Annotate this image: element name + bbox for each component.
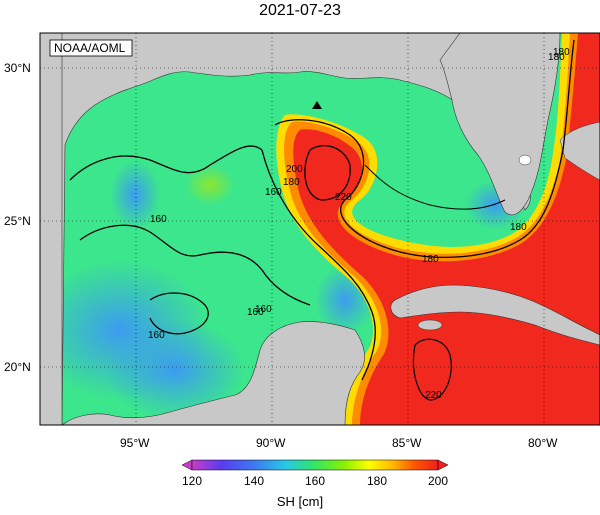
colorbar-high-arrow xyxy=(437,459,449,471)
lat-label: 20°N xyxy=(4,360,31,374)
contour-labels: 180 160 180 160 200 220 180 180 160 160 … xyxy=(148,47,570,401)
map-frame xyxy=(39,32,600,426)
contour-label: 160 xyxy=(265,187,282,198)
contour-label: 220 xyxy=(335,192,352,203)
contour-line xyxy=(274,39,575,258)
credit-box xyxy=(49,39,133,57)
contour-label: 160 xyxy=(150,214,167,225)
lon-label: 95°W xyxy=(120,436,150,450)
contour-label: 180 xyxy=(283,177,300,188)
colorbar-unit-label: SH [cm] xyxy=(276,494,324,509)
colorbar-tick: 140 xyxy=(244,474,264,488)
contour-line xyxy=(261,149,376,381)
contour-line xyxy=(149,292,209,335)
colorbar-tick: 180 xyxy=(367,474,387,488)
contour-line xyxy=(69,145,263,181)
contour-label: 160 xyxy=(247,307,264,318)
contour-label: 220 xyxy=(425,390,442,401)
lon-label: 85°W xyxy=(392,436,422,450)
lat-label: 30°N xyxy=(4,61,31,75)
contour-label: 160 xyxy=(148,330,165,341)
lake-okeechobee xyxy=(518,154,532,166)
colorbar-tick: 200 xyxy=(428,474,448,488)
contour-line xyxy=(364,164,506,210)
florida xyxy=(439,33,561,216)
lon-label: 80°W xyxy=(528,436,558,450)
cool-southwest xyxy=(105,320,245,420)
contour-label: 180 xyxy=(422,254,439,265)
credit-label: NOAA/AOML xyxy=(54,41,126,55)
contour-label: 180 xyxy=(510,222,527,233)
contour-line xyxy=(304,145,351,201)
contour-label: 180 xyxy=(548,52,565,63)
colorbar-tick: 120 xyxy=(182,474,202,488)
loop-current-core xyxy=(293,33,600,425)
contour-line xyxy=(79,224,311,306)
map-title: 2021-07-23 xyxy=(259,2,341,19)
cool-eddy-west xyxy=(110,160,160,230)
colorbar-low-arrow xyxy=(181,459,193,471)
contour-label: 200 xyxy=(286,164,303,175)
contour-label: 160 xyxy=(255,304,272,315)
mexico-yucatan xyxy=(40,33,365,425)
warm-spot xyxy=(185,165,235,205)
graticule xyxy=(40,33,600,425)
colorbar-tick: 160 xyxy=(305,474,325,488)
colorbar: 120 140 160 180 200 xyxy=(181,459,449,488)
triangle-marker-icon xyxy=(312,101,322,109)
isle-of-youth xyxy=(417,319,443,331)
cuba xyxy=(390,284,600,346)
bahamas xyxy=(559,121,600,181)
contour-label: 180 xyxy=(553,47,570,58)
colorbar-ramp xyxy=(191,459,439,471)
contour-line xyxy=(412,338,452,401)
lat-label: 25°N xyxy=(4,214,31,228)
lon-label: 90°W xyxy=(256,436,286,450)
